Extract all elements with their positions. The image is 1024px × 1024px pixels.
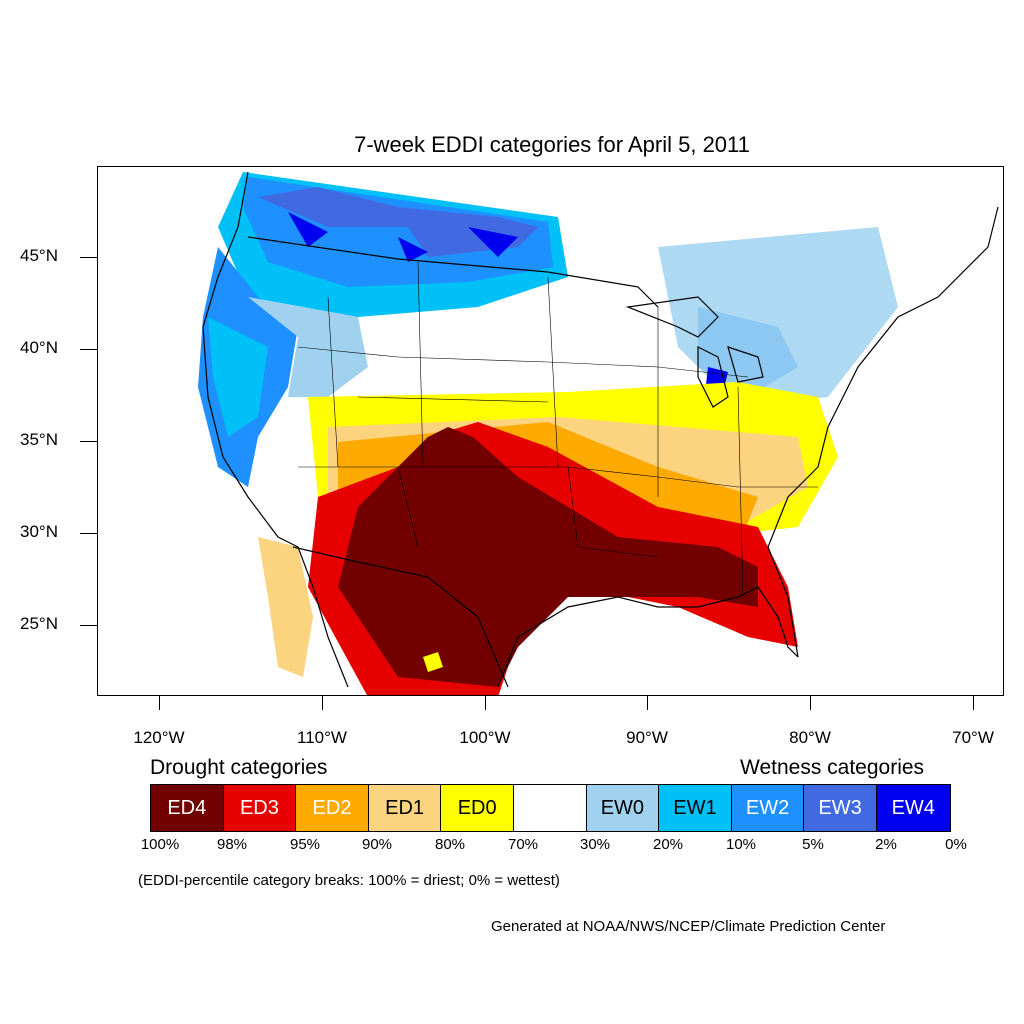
- lon-tick: [322, 696, 323, 710]
- lon-tick: [159, 696, 160, 710]
- lat-tick: [80, 349, 97, 350]
- category-note: (EDDI-percentile category breaks: 100% =…: [138, 872, 560, 889]
- lat-label: 30°N: [20, 522, 58, 541]
- lon-label: 80°W: [789, 728, 831, 747]
- percent-break: 2%: [875, 836, 897, 853]
- lat-tick: [80, 533, 97, 534]
- lon-tick: [647, 696, 648, 710]
- percent-break: 90%: [361, 836, 393, 853]
- wet-region-west-light: [248, 297, 368, 397]
- drought-region-ed0-spot: [423, 652, 443, 672]
- legend-label: ED4: [167, 796, 207, 819]
- credit-line: Generated at NOAA/NWS/NCEP/Climate Predi…: [491, 918, 886, 935]
- coastline-west: [202, 171, 349, 688]
- coastline-gulf: [497, 586, 799, 688]
- eddi-map: [97, 166, 1004, 696]
- percent-break: 98%: [216, 836, 248, 853]
- lat-label: 40°N: [20, 338, 58, 357]
- percent-break: 70%: [507, 836, 539, 853]
- percent-break: 30%: [579, 836, 611, 853]
- drought-heading: Drought categories: [150, 756, 328, 779]
- lat-label: 35°N: [20, 430, 58, 449]
- coastline-east: [767, 206, 999, 658]
- legend-box-ed3: ED3: [223, 785, 297, 831]
- legend-label: EW1: [673, 796, 717, 819]
- lat-tick: [80, 625, 97, 626]
- legend-box-ew4: EW4: [876, 785, 950, 831]
- legend-label: ED2: [312, 796, 352, 819]
- legend-label: EW0: [600, 796, 645, 819]
- wet-region-ew3-north: [258, 187, 538, 257]
- lat-label: 45°N: [20, 246, 58, 265]
- lat-label: 25°N: [20, 614, 58, 633]
- drought-region-ed4: [338, 427, 758, 687]
- lon-tick: [485, 696, 486, 710]
- percent-break: 0%: [945, 836, 967, 853]
- percent-break: 20%: [652, 836, 684, 853]
- wet-region-northeast-light: [658, 227, 898, 407]
- legend-label: ED0: [457, 796, 497, 819]
- lon-label: 70°W: [952, 728, 994, 747]
- lon-label: 110°W: [297, 728, 347, 747]
- legend-box-normal: [513, 785, 587, 831]
- lat-tick: [80, 441, 97, 442]
- category-legend: ED4 ED3 ED2 ED1 ED0 EW0 EW1 EW2 EW3 EW4: [150, 784, 951, 832]
- border-mexico: [292, 546, 509, 688]
- percent-break: 10%: [725, 836, 757, 853]
- lon-tick: [810, 696, 811, 710]
- wetness-heading: Wetness categories: [740, 756, 925, 779]
- legend-label: ED3: [239, 796, 279, 819]
- legend-box-ew3: EW3: [804, 785, 877, 831]
- great-lakes: [625, 296, 764, 408]
- wet-region-west-ew1: [208, 317, 268, 437]
- legend-label: ED1: [385, 796, 425, 819]
- map-title: 7-week EDDI categories for April 5, 2011: [354, 132, 750, 157]
- legend-label: EW4: [891, 796, 935, 819]
- percent-break: 5%: [802, 836, 824, 853]
- legend-box-ed4: ED4: [151, 785, 224, 831]
- lat-tick: [80, 257, 97, 258]
- legend-box-ew1: EW1: [659, 785, 732, 831]
- legend-label: EW3: [818, 796, 862, 819]
- lon-tick: [973, 696, 974, 710]
- percent-break: 100%: [140, 836, 180, 853]
- percent-break: 80%: [434, 836, 466, 853]
- drought-region-baja: [258, 537, 313, 677]
- legend-box-ew0: EW0: [586, 785, 660, 831]
- legend-box-ew2: EW2: [731, 785, 805, 831]
- lon-label: 120°W: [133, 728, 185, 747]
- legend-label: EW2: [745, 796, 790, 819]
- legend-box-ed2: ED2: [296, 785, 369, 831]
- legend-box-ed0: ED0: [441, 785, 514, 831]
- legend-box-ed1: ED1: [368, 785, 442, 831]
- lon-label: 90°W: [626, 728, 668, 747]
- lon-label: 100°W: [459, 728, 511, 747]
- percent-break: 95%: [289, 836, 321, 853]
- border-canada: [247, 236, 659, 308]
